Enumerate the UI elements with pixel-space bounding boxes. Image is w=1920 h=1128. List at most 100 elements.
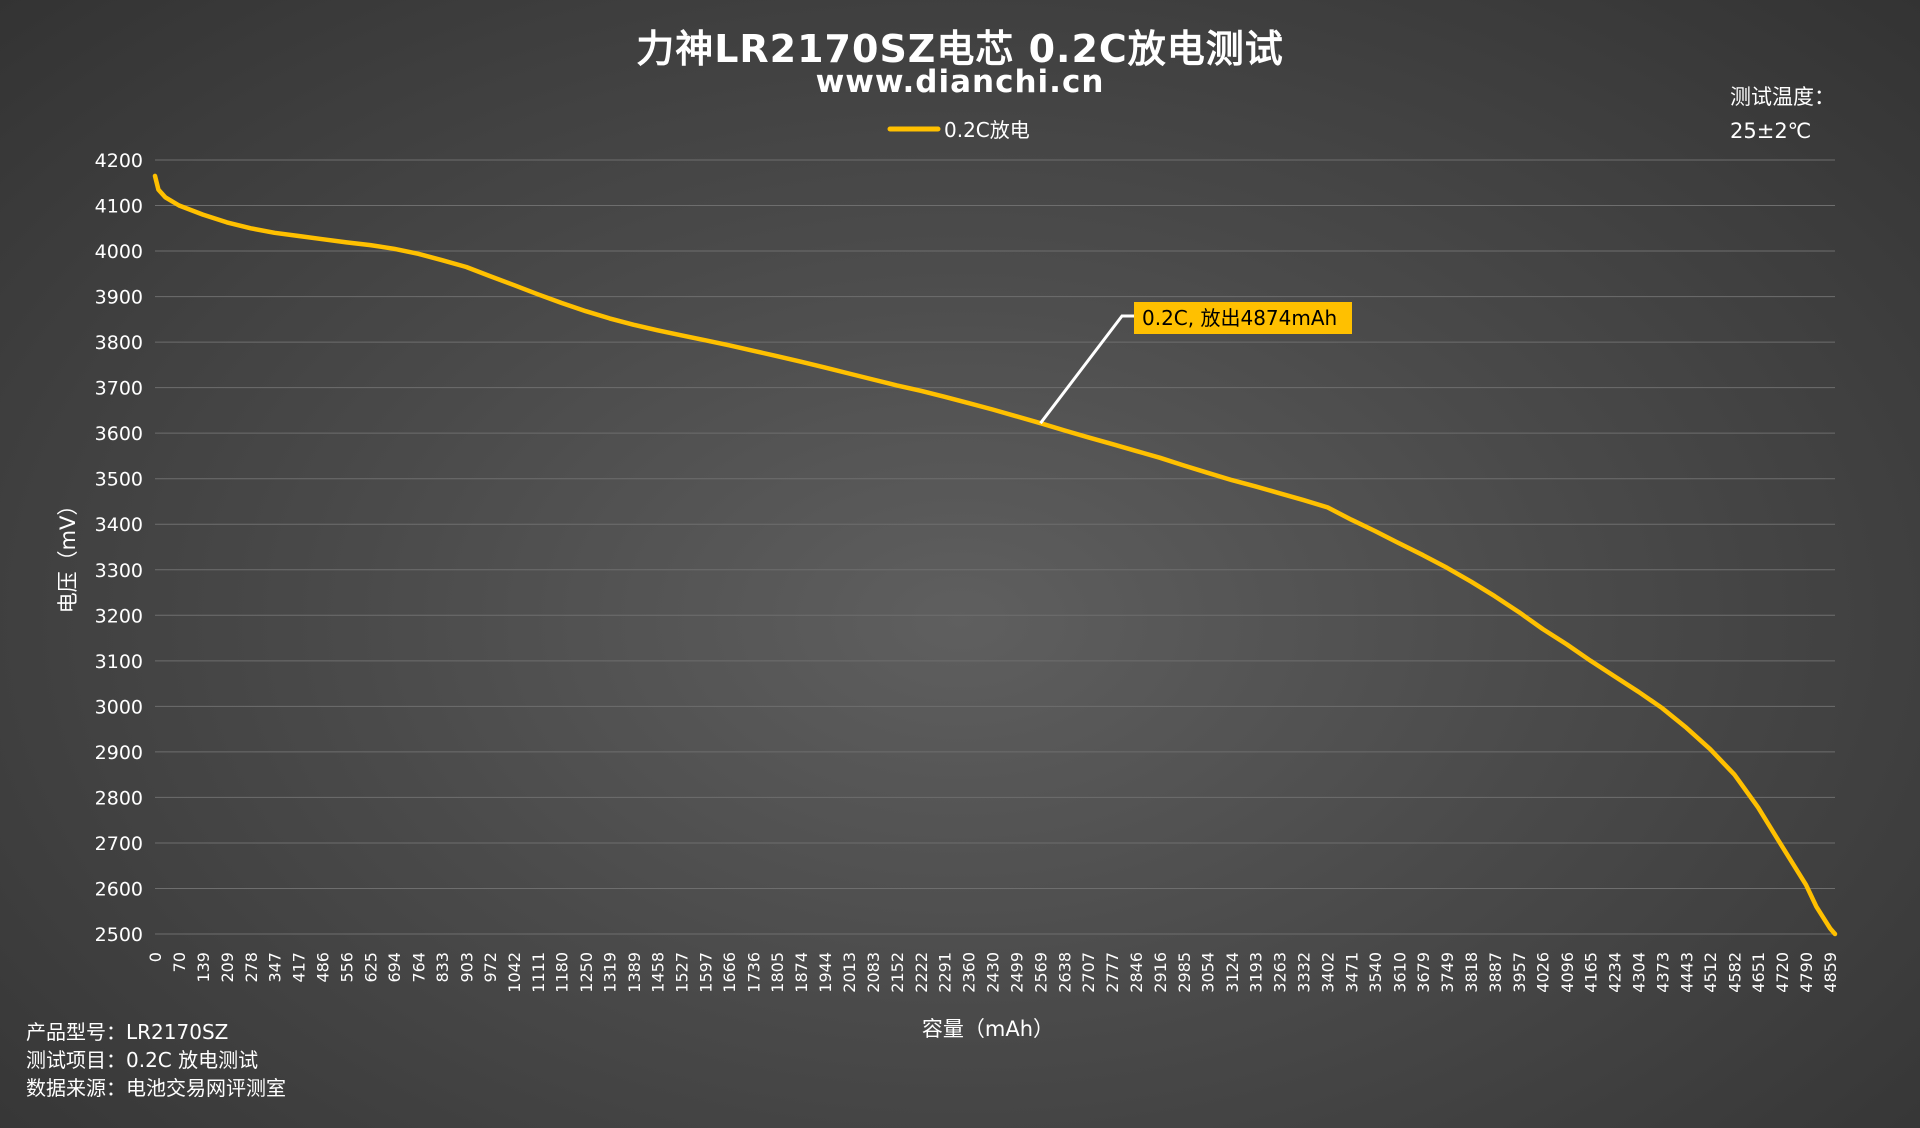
x-tick-label: 2707 [1079,952,1098,993]
y-tick-label: 2900 [95,742,143,764]
x-tick-label: 2499 [1007,952,1026,993]
x-tick-label: 4304 [1630,952,1649,993]
x-tick-label: 3957 [1510,952,1529,993]
chart-subtitle: www.dianchi.cn [815,64,1105,100]
x-tick-label: 1319 [601,952,620,993]
info-model-label: 产品型号： [26,1020,126,1044]
info-model-value: LR2170SZ [126,1020,229,1044]
y-tick-label: 4000 [95,241,143,263]
x-tick-label: 4651 [1749,952,1768,993]
y-tick-label: 3500 [95,469,143,491]
x-tick-label: 3193 [1247,952,1266,993]
x-tick-label: 2222 [912,952,931,993]
series-line-0.2c-discharge [152,173,1838,937]
x-tick-label: 4720 [1773,952,1792,993]
y-tick-label: 3800 [95,332,143,354]
x-tick-label: 2083 [864,952,883,993]
x-tick-label: 1250 [577,952,596,993]
annotation-layer: 0.2C, 放出4874mAh [1039,302,1352,425]
x-tick-label: 2360 [959,952,978,993]
x-tick-label: 1805 [768,952,787,993]
y-axis-ticks: 2500 2600 2700 2800 2900 3000 3100 3200 3300 3400… [95,150,143,946]
y-tick-label: 2600 [95,878,143,900]
x-tick-label: 4026 [1534,952,1553,993]
x-tick-label: 417 [290,952,309,983]
x-tick-label: 1874 [792,952,811,993]
x-tick-label: 4373 [1653,952,1672,993]
y-axis-label: 电压（mV） [56,495,80,614]
x-tick-label: 70 [170,952,189,972]
test-info: 产品型号：LR2170SZ 测试项目：0.2C 放电测试 数据来源：电池交易网评… [26,1018,286,1102]
x-tick-label: 2985 [1175,952,1194,993]
legend-entry-label: 0.2C放电 [944,118,1030,142]
y-tick-label: 2500 [95,924,143,946]
series-layer [152,173,1838,937]
x-tick-label: 3263 [1271,952,1290,993]
x-tick-label: 347 [266,952,285,983]
x-axis-ticks: 0 70 139 209 278 347 417 486 556 625 694 764 833 903 9… [146,952,1840,993]
x-tick-label: 1944 [816,952,835,993]
x-tick-label: 625 [361,952,380,983]
x-tick-label: 4234 [1605,952,1624,993]
info-model: 产品型号：LR2170SZ [26,1018,286,1046]
x-tick-label: 1389 [625,952,644,993]
x-tick-label: 1597 [696,952,715,993]
x-tick-label: 1527 [672,952,691,993]
x-tick-label: 4443 [1677,952,1696,993]
x-tick-label: 3402 [1319,952,1338,993]
x-tick-label: 3124 [1223,952,1242,993]
x-tick-label: 2777 [1103,952,1122,993]
annotation-leader-line [1039,314,1134,425]
x-tick-label: 2569 [1031,952,1050,993]
x-tick-label: 903 [457,952,476,983]
chart-title: 力神LR2170SZ电芯 0.2C放电测试 [636,27,1284,71]
x-tick-label: 4165 [1582,952,1601,993]
x-tick-label: 1042 [505,952,524,993]
y-tick-label: 3200 [95,605,143,627]
x-tick-label: 4096 [1558,952,1577,993]
grid-lines [155,159,1835,935]
x-tick-label: 4512 [1701,952,1720,993]
x-tick-label: 2152 [888,952,907,993]
x-tick-label: 486 [314,952,333,983]
x-tick-label: 3471 [1342,952,1361,993]
x-tick-label: 3749 [1438,952,1457,993]
y-tick-label: 2700 [95,833,143,855]
x-tick-label: 2846 [1127,952,1146,993]
legend: 0.2C放电 [887,118,1030,142]
temperature-value: 25±2℃ [1730,119,1812,143]
info-test-item-value: 0.2C 放电测试 [126,1048,259,1072]
x-tick-label: 3054 [1199,952,1218,993]
x-tick-label: 2013 [840,952,859,993]
x-tick-label: 2638 [1055,952,1074,993]
x-tick-label: 694 [385,952,404,983]
info-test-item-label: 测试项目： [26,1048,126,1072]
x-tick-label: 1458 [649,952,668,993]
x-tick-label: 278 [242,952,261,983]
x-tick-label: 0 [146,952,165,962]
x-tick-label: 1666 [720,952,739,993]
temperature-label: 测试温度： [1730,85,1835,109]
x-tick-label: 3610 [1390,952,1409,993]
x-tick-label: 1736 [744,952,763,993]
x-tick-label: 3887 [1486,952,1505,993]
info-source-value: 电池交易网评测室 [126,1076,286,1100]
x-tick-label: 2430 [984,952,1003,993]
annotation-label: 0.2C, 放出4874mAh [1142,306,1337,330]
x-tick-label: 3679 [1414,952,1433,993]
x-tick-label: 556 [338,952,357,983]
x-axis-label: 容量（mAh） [922,1017,1054,1041]
y-tick-label: 3900 [95,287,143,309]
info-test-item: 测试项目：0.2C 放电测试 [26,1046,286,1074]
annotation-box [1134,302,1352,334]
x-tick-label: 3540 [1366,952,1385,993]
info-source-label: 数据来源： [26,1076,126,1100]
x-tick-label: 2291 [936,952,955,993]
x-tick-label: 3818 [1462,952,1481,993]
x-tick-label: 2916 [1151,952,1170,993]
x-tick-label: 4582 [1725,952,1744,993]
x-tick-label: 4859 [1821,952,1840,993]
y-tick-label: 3700 [95,378,143,400]
x-tick-label: 1111 [529,952,548,993]
